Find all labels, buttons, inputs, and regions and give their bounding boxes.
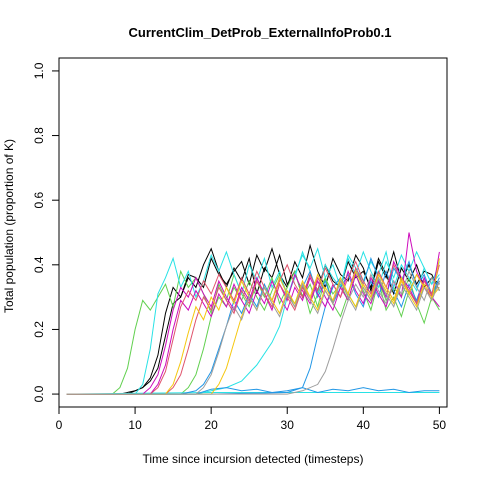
x-tick-label: 0 — [56, 418, 63, 432]
chart-title: CurrentClim_DetProb_ExternalInfoProb0.1 — [129, 25, 392, 40]
y-tick-label: 0.6 — [32, 192, 46, 209]
series-lines — [66, 232, 440, 395]
y-tick-label: 0.8 — [32, 127, 46, 144]
series-line-6 — [66, 247, 440, 395]
x-tick-label: 40 — [357, 418, 371, 432]
y-tick-label: 0.0 — [32, 385, 46, 402]
x-tick-label: 10 — [128, 418, 142, 432]
series-line-10 — [66, 387, 440, 395]
y-axis: 0.0 0.2 0.4 0.6 0.8 1.0 — [32, 62, 60, 402]
x-tick-label: 20 — [204, 418, 218, 432]
x-tick-label: 30 — [281, 418, 295, 432]
y-tick-label: 1.0 — [32, 62, 46, 79]
series-line-16 — [66, 273, 440, 395]
x-tick-label: 50 — [433, 418, 447, 432]
series-line-3 — [66, 269, 440, 395]
x-axis-label: Time since incursion detected (timesteps… — [143, 452, 364, 466]
x-axis: 0 10 20 30 40 50 — [56, 406, 447, 432]
series-line-18 — [66, 269, 440, 395]
series-line-7 — [66, 392, 440, 395]
series-line-17 — [66, 276, 440, 395]
y-tick-label: 0.2 — [32, 321, 46, 338]
series-line-2 — [66, 247, 440, 395]
series-line-8 — [66, 256, 440, 395]
series-line-11 — [66, 251, 440, 395]
series-line-13 — [66, 260, 440, 395]
y-axis-label: Total population (proportion of K) — [2, 139, 16, 313]
series-line-5 — [66, 250, 440, 395]
y-tick-label: 0.4 — [32, 256, 46, 273]
